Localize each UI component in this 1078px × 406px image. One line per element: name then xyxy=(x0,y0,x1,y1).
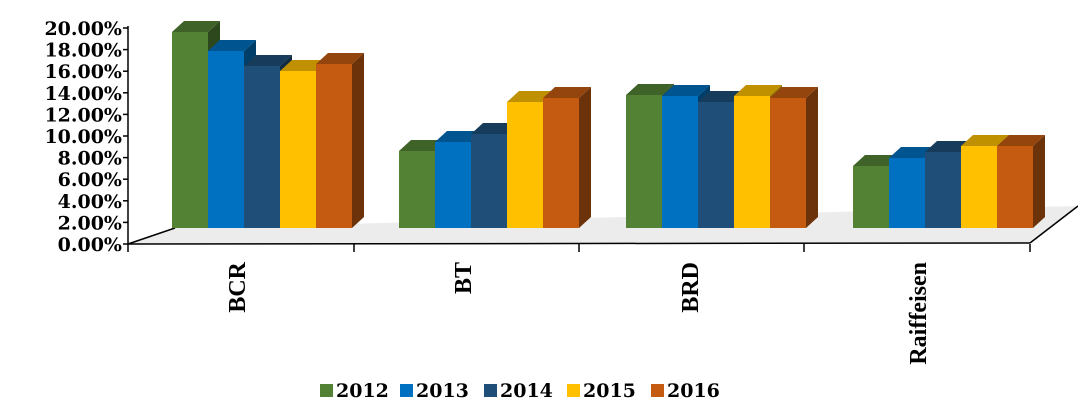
bar-side xyxy=(579,87,591,228)
bar-front xyxy=(770,98,806,228)
bar-front xyxy=(435,142,471,228)
legend-swatch xyxy=(567,384,580,397)
bar-top xyxy=(997,135,1045,146)
bar-front xyxy=(172,32,208,228)
legend-item-2013: 2013 xyxy=(400,380,469,402)
category-label-bcr: BCR xyxy=(225,261,251,312)
y-tick-label: 20.00% xyxy=(44,18,122,40)
floor-left-edge xyxy=(127,227,176,245)
chart-floor xyxy=(127,205,1078,245)
legend-item-2015: 2015 xyxy=(567,380,636,402)
category-label-bt: BT xyxy=(451,262,477,294)
y-tick-label: 2.00% xyxy=(58,212,122,234)
y-tick-label: 6.00% xyxy=(58,169,122,191)
legend-label: 2012 xyxy=(336,380,389,402)
bar-front xyxy=(662,96,698,228)
bar-top xyxy=(662,85,710,96)
bar-top xyxy=(770,87,818,98)
bar-front xyxy=(889,158,925,228)
floor-right-edge xyxy=(1029,205,1078,244)
y-axis-ticks: 0.00%2.00%4.00%6.00%8.00%10.00%12.00%14.… xyxy=(44,18,122,256)
bar-top xyxy=(172,21,220,32)
y-tick-label: 12.00% xyxy=(44,104,122,126)
x-axis-categories: BCR BT BRD Raiffeisen xyxy=(225,261,932,364)
bar-side xyxy=(1033,135,1045,228)
bar-front xyxy=(734,96,770,228)
bar-brd-2016 xyxy=(770,87,818,228)
legend-item-2012: 2012 xyxy=(320,380,389,402)
chart-bars xyxy=(172,21,1045,228)
bar-top xyxy=(626,84,674,95)
chart-floor-plane xyxy=(128,206,1078,244)
legend-item-2014: 2014 xyxy=(484,380,553,402)
legend-label: 2015 xyxy=(583,380,636,402)
bar-front xyxy=(925,152,961,228)
bar-front xyxy=(997,146,1033,228)
bar-front xyxy=(961,146,997,228)
x-axis-line xyxy=(127,242,1031,245)
legend-item-2016: 2016 xyxy=(651,380,720,402)
bar-front xyxy=(543,98,579,228)
category-label-brd: BRD xyxy=(678,262,704,313)
bar-front xyxy=(244,66,280,228)
bar-front xyxy=(471,134,507,228)
bar-top xyxy=(208,40,256,51)
y-tick-label: 10.00% xyxy=(44,126,122,148)
bar-front xyxy=(698,102,734,228)
legend-label: 2014 xyxy=(500,380,553,402)
legend-label: 2013 xyxy=(416,380,469,402)
bar-front xyxy=(316,64,352,228)
legend-swatch xyxy=(484,384,497,397)
bar-raiffeisen-2016 xyxy=(997,135,1045,228)
bar-bcr-2016 xyxy=(316,53,364,228)
legend-label: 2016 xyxy=(667,380,720,402)
y-tick-label: 18.00% xyxy=(44,40,122,62)
y-tick-label: 4.00% xyxy=(58,191,122,213)
bar-top xyxy=(244,55,292,66)
bar-bt-2016 xyxy=(543,87,591,228)
bar-top xyxy=(734,85,782,96)
chart-axes xyxy=(123,26,1031,252)
bar-front xyxy=(507,102,543,228)
bar-front xyxy=(853,166,889,228)
legend-swatch xyxy=(651,384,664,397)
y-tick-label: 8.00% xyxy=(58,148,122,170)
bar-side xyxy=(352,53,364,228)
y-tick-label: 14.00% xyxy=(44,83,122,105)
y-tick-label: 0.00% xyxy=(58,234,122,256)
bar-front xyxy=(626,95,662,228)
bar-side xyxy=(806,87,818,228)
bar-front xyxy=(280,71,316,228)
bar-top xyxy=(961,135,1009,146)
bar-top xyxy=(543,87,591,98)
y-tick-label: 16.00% xyxy=(44,61,122,83)
bar-front xyxy=(208,51,244,228)
category-label-raiffeisen: Raiffeisen xyxy=(906,262,932,365)
legend-swatch xyxy=(320,384,333,397)
legend-swatch xyxy=(400,384,413,397)
bar-top xyxy=(316,53,364,64)
legend: 2012 2013 2014 2015 2016 xyxy=(320,380,720,402)
bar-front xyxy=(399,151,435,228)
